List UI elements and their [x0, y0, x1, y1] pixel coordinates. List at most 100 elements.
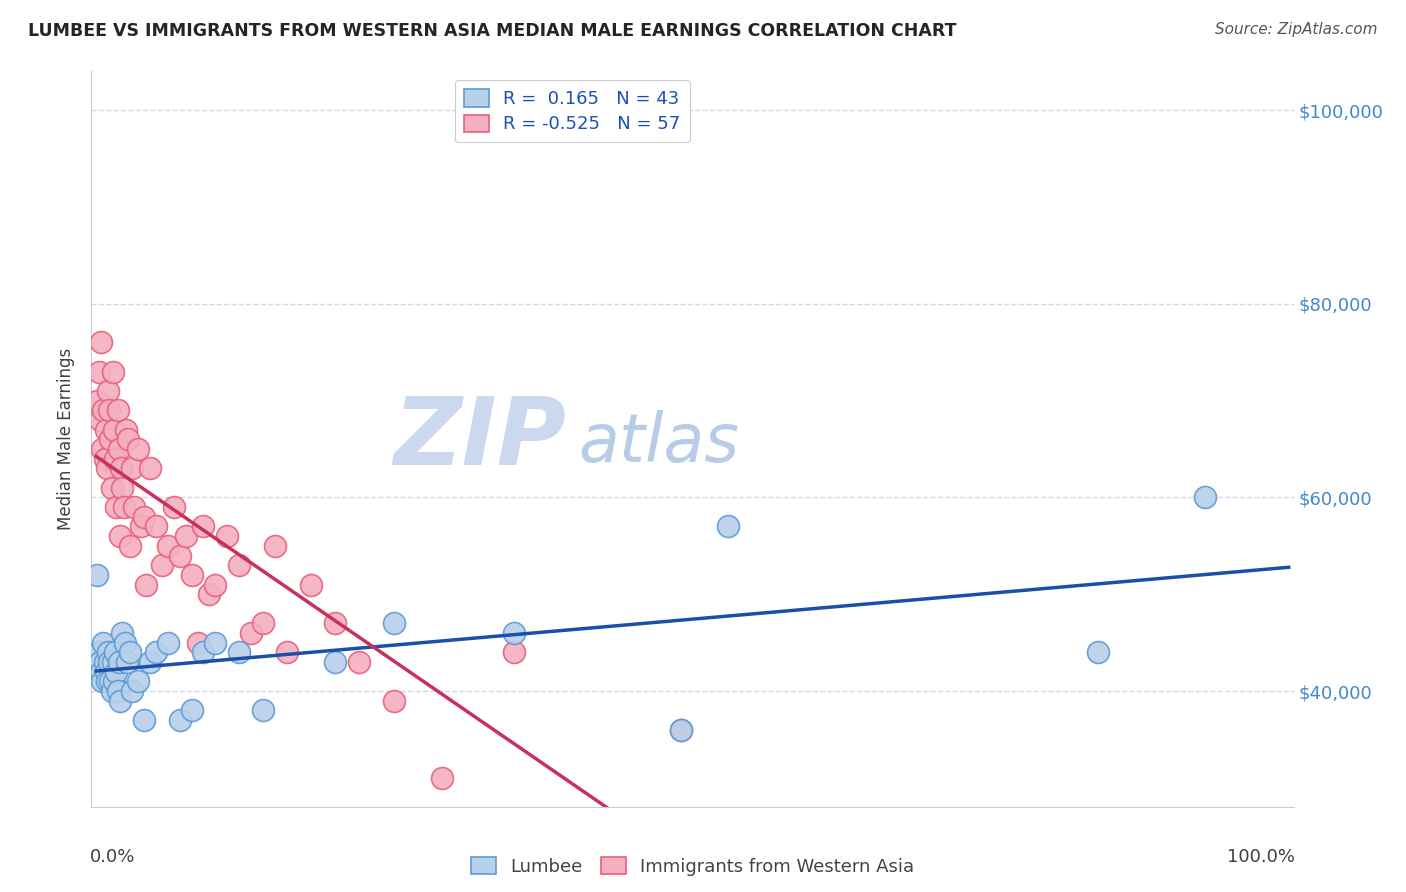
Point — [240, 626, 263, 640]
Point — [117, 433, 139, 447]
Point — [717, 519, 740, 533]
Point — [89, 413, 111, 427]
Point — [669, 723, 692, 737]
Point — [115, 655, 138, 669]
Point — [180, 567, 202, 582]
Point — [124, 500, 146, 514]
Point — [100, 684, 122, 698]
Point — [180, 703, 202, 717]
Point — [502, 645, 524, 659]
Point — [98, 655, 121, 669]
Point — [96, 461, 118, 475]
Point — [91, 674, 114, 689]
Point — [228, 558, 250, 573]
Point — [89, 655, 111, 669]
Point — [145, 519, 167, 533]
Point — [131, 519, 153, 533]
Point — [502, 626, 524, 640]
Point — [1194, 491, 1216, 505]
Point — [105, 500, 128, 514]
Point — [103, 423, 125, 437]
Point — [139, 461, 162, 475]
Point — [108, 655, 131, 669]
Point — [135, 577, 157, 591]
Point — [169, 713, 191, 727]
Point — [86, 567, 108, 582]
Point — [121, 684, 143, 698]
Point — [101, 655, 124, 669]
Point — [323, 616, 346, 631]
Point — [100, 433, 122, 447]
Point — [97, 384, 120, 398]
Point — [100, 481, 122, 495]
Point — [104, 451, 127, 466]
Point — [669, 723, 692, 737]
Point — [150, 558, 173, 573]
Text: 100.0%: 100.0% — [1226, 847, 1295, 866]
Point — [204, 635, 226, 649]
Point — [93, 451, 115, 466]
Point — [108, 529, 131, 543]
Text: atlas: atlas — [578, 410, 740, 476]
Point — [107, 403, 129, 417]
Point — [111, 626, 134, 640]
Point — [299, 577, 322, 591]
Point — [90, 335, 112, 350]
Point — [107, 684, 129, 698]
Point — [193, 519, 215, 533]
Text: 0.0%: 0.0% — [90, 847, 135, 866]
Point — [132, 713, 155, 727]
Point — [104, 645, 127, 659]
Point — [276, 645, 298, 659]
Point — [204, 577, 226, 591]
Point — [98, 403, 121, 417]
Point — [91, 442, 114, 456]
Point — [115, 423, 138, 437]
Point — [111, 481, 134, 495]
Point — [110, 461, 132, 475]
Y-axis label: Median Male Earnings: Median Male Earnings — [58, 348, 76, 531]
Point — [186, 635, 208, 649]
Text: ZIP: ZIP — [394, 393, 567, 485]
Point — [1087, 645, 1109, 659]
Point — [139, 655, 162, 669]
Legend: Lumbee, Immigrants from Western Asia: Lumbee, Immigrants from Western Asia — [464, 849, 921, 883]
Point — [118, 539, 141, 553]
Point — [86, 393, 108, 408]
Point — [90, 665, 112, 679]
Point — [217, 529, 239, 543]
Point — [132, 509, 155, 524]
Point — [121, 461, 143, 475]
Point — [112, 500, 135, 514]
Point — [382, 694, 405, 708]
Point — [228, 645, 250, 659]
Point — [103, 674, 125, 689]
Text: Source: ZipAtlas.com: Source: ZipAtlas.com — [1215, 22, 1378, 37]
Point — [91, 403, 114, 417]
Point — [108, 694, 131, 708]
Point — [108, 442, 131, 456]
Point — [323, 655, 346, 669]
Point — [87, 645, 110, 659]
Point — [105, 665, 128, 679]
Point — [93, 655, 115, 669]
Point — [118, 645, 141, 659]
Point — [198, 587, 221, 601]
Point — [91, 635, 114, 649]
Point — [94, 665, 117, 679]
Point — [127, 442, 149, 456]
Point — [145, 645, 167, 659]
Point — [169, 549, 191, 563]
Point — [100, 674, 122, 689]
Point — [174, 529, 197, 543]
Point — [252, 616, 274, 631]
Point — [430, 771, 453, 785]
Point — [101, 365, 124, 379]
Point — [264, 539, 287, 553]
Point — [347, 655, 370, 669]
Point — [156, 539, 179, 553]
Point — [87, 365, 110, 379]
Point — [127, 674, 149, 689]
Point — [96, 674, 118, 689]
Point — [163, 500, 186, 514]
